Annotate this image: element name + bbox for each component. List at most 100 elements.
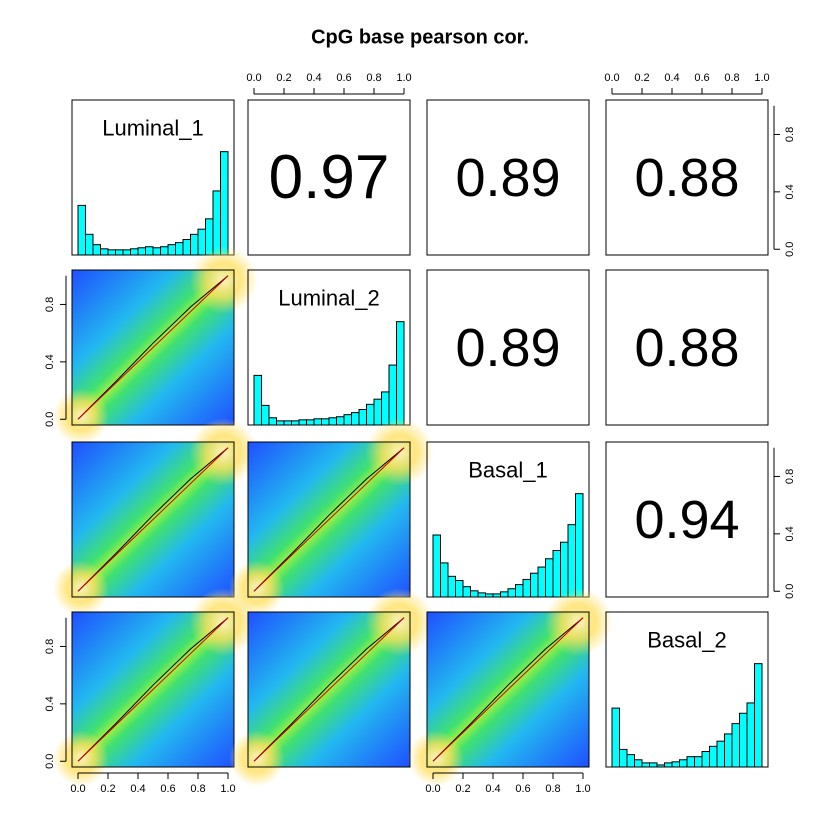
variable-label: Luminal_1 — [102, 115, 204, 140]
y-tick-label: 0.0 — [784, 584, 796, 599]
histogram-bar — [137, 247, 146, 256]
histogram-bar — [306, 419, 315, 426]
smooth-line — [253, 617, 405, 762]
y-tick-label: 0.4 — [784, 184, 796, 199]
x-tick-label: 0.4 — [306, 72, 321, 84]
histogram-bar — [152, 247, 161, 256]
panel-frame — [71, 99, 235, 256]
histogram-bar — [291, 420, 300, 426]
histogram-bar — [182, 239, 191, 256]
histogram-bar — [261, 404, 270, 426]
histogram-bar — [343, 414, 352, 426]
histogram-bar — [515, 584, 524, 598]
histogram-bar — [746, 702, 755, 768]
histogram-bar — [298, 419, 307, 426]
histogram-bar — [701, 751, 710, 768]
histogram-bar — [522, 578, 531, 598]
x-tick-label: 0.2 — [100, 783, 115, 795]
histogram-bar — [686, 756, 695, 768]
histogram-bar — [197, 228, 206, 256]
x-tick-label: 0.8 — [366, 72, 381, 84]
y-tick-label: 0.8 — [784, 127, 796, 142]
histogram-bar — [396, 321, 405, 426]
histogram-bar — [328, 417, 337, 426]
histogram-bar — [175, 242, 184, 256]
x-tick-label: 0.2 — [455, 783, 470, 795]
histogram-bar — [724, 733, 733, 768]
panel-frame — [426, 441, 590, 598]
histogram-bar — [358, 409, 367, 426]
histogram-bar — [212, 190, 221, 256]
y-tick-label: 0.8 — [784, 469, 796, 484]
smooth-line — [77, 447, 229, 592]
histogram-bar — [313, 418, 322, 426]
x-tick-label: 0.8 — [724, 72, 739, 84]
smooth-line — [432, 617, 584, 762]
panel-frame — [426, 269, 590, 426]
panel-frame — [426, 99, 590, 256]
histogram-bar — [145, 246, 154, 256]
histogram-bar — [440, 562, 449, 598]
histogram-bar — [664, 762, 673, 768]
x-tick-label: 0.6 — [515, 783, 530, 795]
panel-frame — [605, 441, 769, 598]
histogram-bar — [351, 412, 360, 426]
histogram-bar — [336, 416, 345, 426]
histogram-bar — [447, 575, 456, 598]
y-tick-label: 0.4 — [784, 526, 796, 541]
histogram-bar — [545, 558, 554, 598]
histogram-bar — [283, 420, 292, 426]
correlation-value: 0.89 — [455, 318, 560, 378]
panel-frame — [247, 269, 411, 426]
histogram-bar — [560, 541, 569, 598]
variable-label: Basal_1 — [468, 457, 548, 482]
panel-frame — [247, 611, 411, 768]
histogram-bar — [731, 723, 740, 768]
histogram-bar — [455, 579, 464, 598]
histogram-bar — [694, 756, 703, 768]
y-tick-label: 0.0 — [44, 412, 56, 427]
histogram-bar — [709, 745, 718, 768]
panel-frame — [71, 269, 235, 426]
histogram-bar — [575, 493, 584, 598]
histogram-bar — [115, 249, 124, 256]
y-tick-label: 0.4 — [44, 354, 56, 369]
histogram-bar — [253, 374, 262, 426]
panel-frame — [605, 611, 769, 768]
panel-frame — [605, 99, 769, 256]
x-tick-label: 1.0 — [396, 72, 411, 84]
histogram-bar — [220, 151, 229, 256]
chart-title: CpG base pearson cor. — [311, 26, 529, 48]
correlation-value: 0.97 — [269, 143, 390, 212]
histogram-bar — [649, 762, 658, 768]
y-tick-label: 0.8 — [44, 297, 56, 312]
histogram-bar — [268, 417, 277, 426]
x-tick-label: 0.2 — [634, 72, 649, 84]
correlation-value: 0.89 — [455, 148, 560, 208]
x-tick-label: 0.4 — [664, 72, 679, 84]
x-tick-label: 0.0 — [246, 72, 261, 84]
y-tick-label: 0.8 — [44, 639, 56, 654]
histogram-bar — [167, 244, 176, 256]
x-tick-label: 0.0 — [70, 783, 85, 795]
histogram-bar — [739, 712, 748, 768]
y-tick-label: 0.0 — [784, 242, 796, 257]
smooth-line — [253, 617, 405, 762]
histogram-bar — [634, 759, 643, 768]
panel-frame — [605, 269, 769, 426]
histogram-bar — [366, 403, 375, 426]
variable-label: Luminal_2 — [278, 285, 380, 310]
x-tick-label: 0.4 — [485, 783, 500, 795]
y-tick-label: 0.4 — [44, 696, 56, 711]
panel-frame — [426, 611, 590, 768]
smooth-line — [77, 275, 229, 420]
histogram-bar — [507, 588, 516, 598]
histogram-bar — [641, 762, 650, 768]
histogram-bar — [567, 524, 576, 598]
histogram-bar — [85, 233, 94, 256]
panel-frame — [247, 99, 411, 256]
x-tick-label: 0.2 — [276, 72, 291, 84]
histogram-bar — [92, 244, 101, 256]
x-tick-label: 0.6 — [336, 72, 351, 84]
smooth-line — [253, 447, 405, 592]
